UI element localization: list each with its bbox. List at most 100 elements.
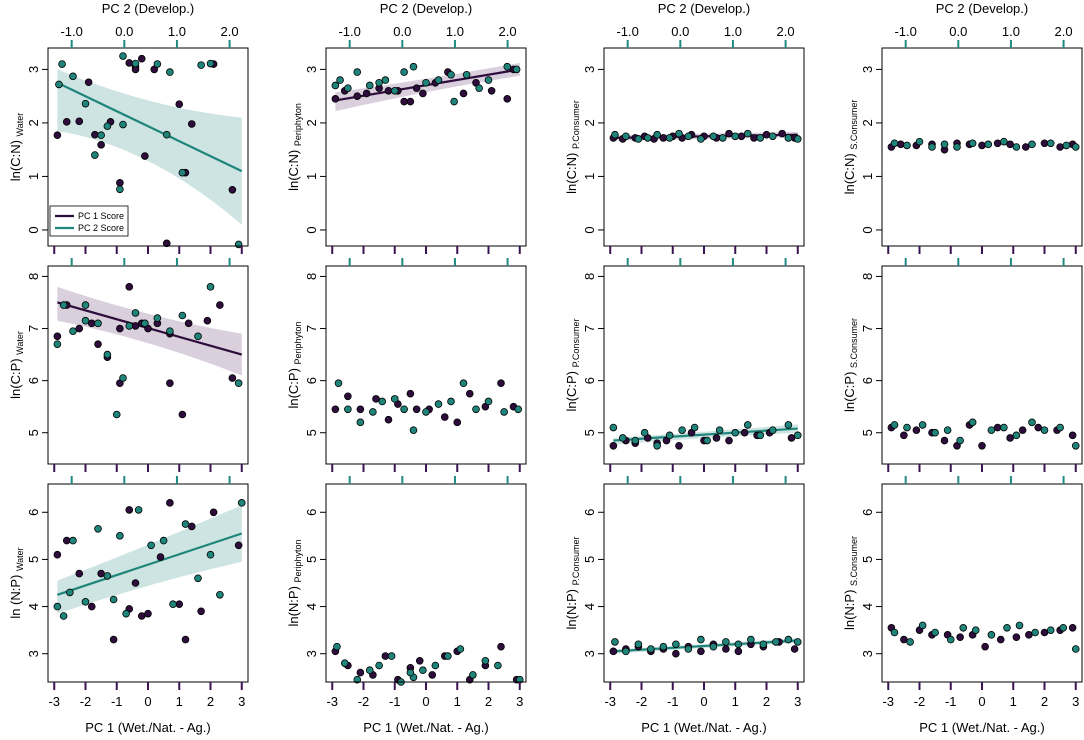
pc2-point xyxy=(69,536,77,545)
pc2-point xyxy=(53,340,62,348)
pc1-point xyxy=(216,301,224,309)
panel-frame xyxy=(881,483,1083,683)
bottom-tick-label: 2 xyxy=(207,694,214,709)
pc2-point xyxy=(772,638,780,646)
pc2-point xyxy=(66,588,74,597)
pc1-point xyxy=(178,410,187,419)
pc2-point xyxy=(971,626,980,634)
pc1-point xyxy=(790,645,799,653)
bottom-tick-label: 2 xyxy=(1041,694,1048,709)
pc2-point xyxy=(672,640,680,649)
pc2-point xyxy=(119,120,127,129)
panel-r2-c2: 5 6 7 8 ln(C:P) Periphyton xyxy=(286,258,527,472)
pc2-point xyxy=(793,638,802,646)
y-tick-label: 3 xyxy=(26,650,41,657)
pc2-point xyxy=(931,628,939,637)
pc2-point xyxy=(333,642,341,651)
pc1-point xyxy=(406,97,415,106)
pc1-point xyxy=(712,434,721,442)
pc2-point xyxy=(134,506,143,514)
y-tick-label: 2 xyxy=(26,119,41,126)
pc1-point xyxy=(1018,426,1027,434)
pc1-point xyxy=(900,635,908,644)
pc2-point xyxy=(731,132,740,141)
y-tick-label: 5 xyxy=(860,556,875,563)
top-tick-label: -1.0 xyxy=(338,24,360,39)
y-tick-label: 7 xyxy=(26,325,41,332)
y-tick-label: 5 xyxy=(582,556,597,563)
pc1-point xyxy=(53,550,62,559)
pc2-point xyxy=(97,131,105,140)
pc2-point xyxy=(409,62,418,71)
pc2-point xyxy=(903,423,911,432)
pc1-point xyxy=(187,522,196,531)
pc1-point xyxy=(228,186,237,194)
pc2-point xyxy=(206,283,215,291)
pc1-point xyxy=(1034,423,1043,432)
pc2-point xyxy=(722,638,730,646)
top-tick-label: 1.0 xyxy=(168,24,186,39)
y-tick-label: 8 xyxy=(582,273,597,280)
pc2-point xyxy=(768,132,777,141)
pc1-point xyxy=(156,553,165,561)
pc2-point xyxy=(166,68,174,76)
pc2-point xyxy=(194,574,202,583)
pc2-point xyxy=(169,600,177,609)
panel-frame xyxy=(881,265,1083,465)
pc1-point xyxy=(75,117,84,126)
y-tick-label: 6 xyxy=(304,509,319,516)
pc2-point xyxy=(59,612,68,620)
pc2-point xyxy=(103,572,112,580)
y-tick-label: 0 xyxy=(860,226,875,233)
bottom-tick-label: 3 xyxy=(238,694,245,709)
pc2-point xyxy=(91,151,99,159)
pc2-point xyxy=(959,623,968,632)
y-tick-label: 1 xyxy=(304,173,319,180)
pc2-point xyxy=(709,642,718,651)
pc1-point xyxy=(609,647,618,656)
bottom-tick-label: 0 xyxy=(700,694,707,709)
pc2-point xyxy=(344,84,352,92)
pc2-point xyxy=(162,130,171,139)
pc2-point xyxy=(1059,623,1068,632)
top-tick-label: 2.0 xyxy=(1055,24,1073,39)
top-tick-label: 1.0 xyxy=(724,24,742,39)
pc2-point xyxy=(116,532,124,540)
pc2-point xyxy=(484,76,493,84)
pc2-point xyxy=(1071,143,1080,151)
pc2-point xyxy=(234,379,243,388)
pc2-point xyxy=(69,72,77,81)
y-tick-label: 7 xyxy=(860,325,875,332)
pc2-point xyxy=(422,78,430,87)
bottom-tick-label: -3 xyxy=(604,694,616,709)
pc2-point xyxy=(1031,628,1039,637)
pc2-point xyxy=(103,350,112,359)
pc2-point xyxy=(159,536,168,545)
panel-r1-c4: -1.0 0.0 1.0 2.0 PC 2 (Develop.) 0 1 2 3 ln(C:N) … xyxy=(842,1,1083,254)
pc2-point xyxy=(390,395,399,403)
pc2-point xyxy=(484,397,493,406)
pc1-point xyxy=(412,84,421,92)
top-tick-label: -1.0 xyxy=(60,24,82,39)
confidence-band xyxy=(335,62,520,112)
pc1-point xyxy=(896,140,905,149)
bottom-tick-label: 3 xyxy=(516,694,523,709)
bottom-tick-label: 0 xyxy=(422,694,429,709)
bottom-axis-title: PC 1 (Wet./Nat. - Ag.) xyxy=(919,720,1044,735)
pc2-point xyxy=(731,428,740,437)
pc2-point xyxy=(94,524,102,533)
pc1-point xyxy=(1068,431,1077,440)
y-axis-label: ln(N:P) P.Consumer xyxy=(564,537,581,630)
y-tick-label: 0 xyxy=(582,226,597,233)
top-tick-label: 2.0 xyxy=(499,24,517,39)
pc1-point xyxy=(415,656,424,665)
pc2-point xyxy=(1028,418,1036,427)
top-tick-label: 0.0 xyxy=(393,24,411,39)
pc2-point xyxy=(743,421,752,429)
pc2-point xyxy=(715,426,724,434)
panel-r3-c2: -3 -2 -1 0 1 2 3 PC 1 (Wet./Nat. - Ag.) 3 4 5 6 ln(N… xyxy=(286,476,527,735)
y-tick-label: 3 xyxy=(860,66,875,73)
top-axis-title: PC 2 (Develop.) xyxy=(380,1,472,16)
pc2-point xyxy=(784,134,793,142)
pc2-point xyxy=(968,139,977,148)
